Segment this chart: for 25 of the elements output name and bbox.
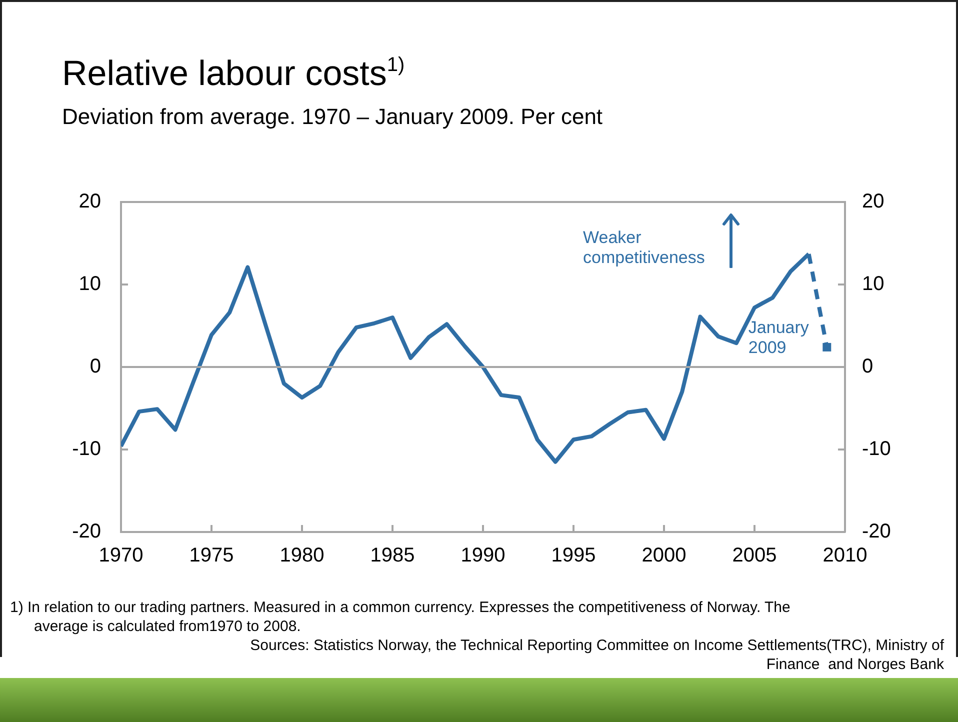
x-tick-label: 1980 bbox=[280, 544, 324, 567]
y-tick-label: 0 bbox=[90, 356, 101, 378]
text: 1) In relation to our trading partners. Measured in a common currency. Expresses the competitiveness of Norway. The average is calculated from1970 to 2008. bbox=[10, 598, 792, 636]
y2-tick-label: -10 bbox=[862, 438, 891, 460]
x-tick-label: 1985 bbox=[370, 544, 415, 567]
y-tick-label: -20 bbox=[72, 520, 101, 543]
y-tick-label: 10 bbox=[78, 273, 101, 296]
x-tick-label: 2005 bbox=[732, 544, 777, 567]
x-tick-label: 1995 bbox=[551, 544, 596, 567]
y-tick-label: -10 bbox=[72, 438, 101, 460]
y2-tick-label: 10 bbox=[862, 273, 884, 296]
source-note: Sources: Statistics Norway, the Technical Reporting Committee on Income Settlements(TRC), Ministry of Finance and Norges Bank bbox=[249, 636, 944, 674]
y2-tick-label: 20 bbox=[862, 190, 884, 213]
x-tick-label: 1990 bbox=[460, 544, 506, 567]
x-tick-label: 2010 bbox=[822, 544, 868, 567]
x-tick-label: 1975 bbox=[189, 544, 234, 567]
annotation: Weaker competitiveness bbox=[583, 228, 706, 268]
annotation: January 2009 bbox=[748, 318, 810, 358]
x-tick-label: 2000 bbox=[642, 544, 686, 567]
chart-title: Relative labour costs$^{1)}$ bbox=[62, 54, 405, 94]
y2-tick-label: 0 bbox=[862, 356, 874, 378]
chart-subtitle: Deviation from average. 1970 – January 2009. Per cent bbox=[62, 104, 603, 130]
x-tick-label: 1970 bbox=[98, 544, 144, 567]
y-tick-label: 20 bbox=[78, 190, 101, 213]
y2-tick-label: -20 bbox=[862, 520, 891, 543]
